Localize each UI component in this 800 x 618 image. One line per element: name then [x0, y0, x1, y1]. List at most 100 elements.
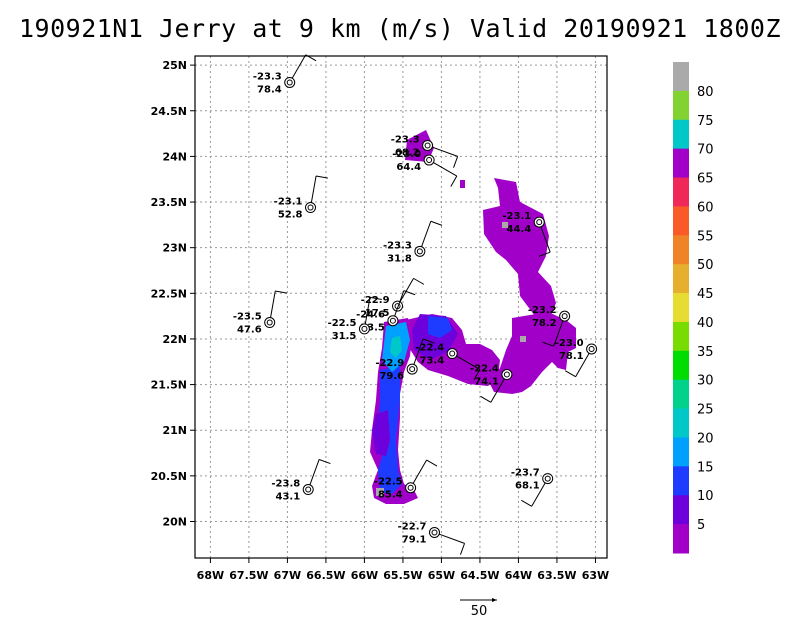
colorbar-label: 15: [697, 460, 714, 475]
colorbar-label: 70: [697, 143, 714, 158]
colorbar-swatch: [673, 235, 689, 265]
station-marker: [305, 202, 317, 214]
wind-barb-flag: [564, 370, 576, 378]
x-tick-label: 67.5W: [229, 569, 268, 582]
x-tick-label: 64W: [505, 569, 532, 582]
station-marker-inner: [409, 366, 416, 373]
x-tick-label: 63W: [582, 569, 609, 582]
station-temp: -23.1: [274, 197, 303, 208]
colorbar-swatch: [673, 90, 689, 121]
station-temp: -22.9: [361, 295, 390, 306]
station-8: -24.6 33.5: [356, 290, 416, 334]
colorbar-label: 60: [697, 200, 714, 215]
colorbar-swatch: [673, 62, 689, 92]
station-14: -22.4 74.1: [470, 364, 513, 403]
station-marker: [423, 154, 435, 166]
wind-barb-flag: [538, 251, 551, 257]
station-wind: 47.6: [237, 325, 262, 336]
field-patch: [520, 336, 526, 342]
colorbar-label: 5: [697, 518, 705, 533]
station-temp: -22.5: [328, 318, 357, 329]
wind-barb-flag: [426, 459, 438, 467]
y-tick-label: 23N: [162, 242, 187, 255]
station-marker: [542, 473, 554, 485]
colorbar-label: 35: [697, 345, 714, 360]
wind-barb-flag: [521, 499, 532, 507]
colorbar: 5 10 15 20 25 30 35 40 45 50 55 60 65 70 75 80: [673, 62, 714, 554]
axis-ticks: 68W 67.5W 67W 66.5W 66W 65.5W 65W 64.5W 64W 63.5W…: [151, 59, 610, 582]
station-wind: 85.4: [378, 490, 403, 501]
x-tick-label: 63.5W: [537, 569, 576, 582]
field-patch: [405, 130, 434, 162]
station-marker-inner: [416, 248, 423, 255]
station-marker-inner: [307, 204, 314, 211]
colorbar-label: 65: [697, 172, 714, 187]
colorbar-swatch: [673, 524, 689, 554]
wind-barb-flag: [450, 175, 458, 187]
station-marker: [533, 216, 545, 228]
colorbar-label: 50: [697, 258, 714, 273]
station-marker: [302, 484, 314, 496]
plot-frame: [194, 55, 608, 559]
station-marker: [392, 300, 404, 312]
colorbar-swatch: [673, 293, 689, 323]
wind-barb-flag: [413, 277, 425, 285]
y-tick-label: 20N: [162, 515, 187, 528]
station-temp: -24.6: [356, 310, 385, 321]
station-temp: -23.3: [383, 240, 412, 251]
colorbar-swatch: [673, 379, 689, 410]
station-2: -23.3 68.2: [391, 134, 459, 168]
reference-vector-label: 50: [471, 604, 488, 618]
station-marker: [428, 526, 440, 538]
x-tick-label: 65.5W: [383, 569, 422, 582]
y-tick-label: 22.5N: [151, 287, 187, 300]
station-wind: 79.6: [379, 371, 404, 382]
station-wind: 73.4: [420, 356, 445, 367]
colorbar-swatch: [673, 264, 689, 294]
station-marker: [284, 76, 296, 88]
station-wind: 31.8: [387, 253, 412, 264]
station-wind: 78.2: [532, 318, 557, 329]
station-wind: 43.1: [276, 492, 301, 503]
wind-barb-flag: [369, 296, 382, 300]
colorbar-swatch: [673, 495, 689, 525]
station-3: -23.0 64.4: [392, 149, 458, 187]
station-marker-inner: [286, 79, 293, 86]
station-5: -23.1 44.4: [502, 211, 551, 257]
station-marker-inner: [305, 486, 312, 493]
station-wind: 68.1: [515, 481, 540, 492]
y-tick-label: 24.5N: [151, 105, 187, 118]
y-tick-label: 20.5N: [151, 470, 187, 483]
field-patch: [376, 488, 384, 496]
station-wind: 33.5: [360, 323, 385, 334]
station-13: -22.9 79.6: [375, 338, 435, 382]
field-patch: [483, 178, 556, 320]
station-wind: 52.8: [278, 210, 303, 221]
wind-barb-flag: [403, 290, 416, 296]
station-temp: -22.9: [375, 358, 404, 369]
x-tick-label: 66W: [351, 569, 378, 582]
station-marker-inner: [361, 325, 368, 332]
x-tick-label: 65W: [428, 569, 455, 582]
station-wind: 17.5: [365, 308, 390, 319]
colorbar-swatch: [673, 408, 689, 438]
station-marker-inner: [544, 475, 551, 482]
station-marker-inner: [426, 157, 433, 164]
station-wind: 68.2: [395, 147, 420, 158]
chart-title: 190921N1 Jerry at 9 km (m/s) Valid 20190…: [18, 14, 781, 43]
station-marker: [358, 323, 370, 335]
station-marker: [422, 139, 434, 151]
y-tick-label: 21N: [162, 424, 187, 437]
station-marker: [414, 245, 426, 257]
station-11: -23.0 78.1: [555, 338, 598, 378]
station-marker-inner: [503, 371, 510, 378]
station-temp: -22.7: [398, 521, 427, 532]
station-wind: 79.1: [402, 534, 427, 545]
colorbar-label: 30: [697, 374, 714, 389]
station-marker-inner: [389, 317, 396, 324]
station-marker: [586, 343, 598, 355]
wind-barb-flag: [542, 341, 554, 347]
wind-barb-flag: [275, 290, 288, 294]
station-marker-inner: [536, 219, 543, 226]
